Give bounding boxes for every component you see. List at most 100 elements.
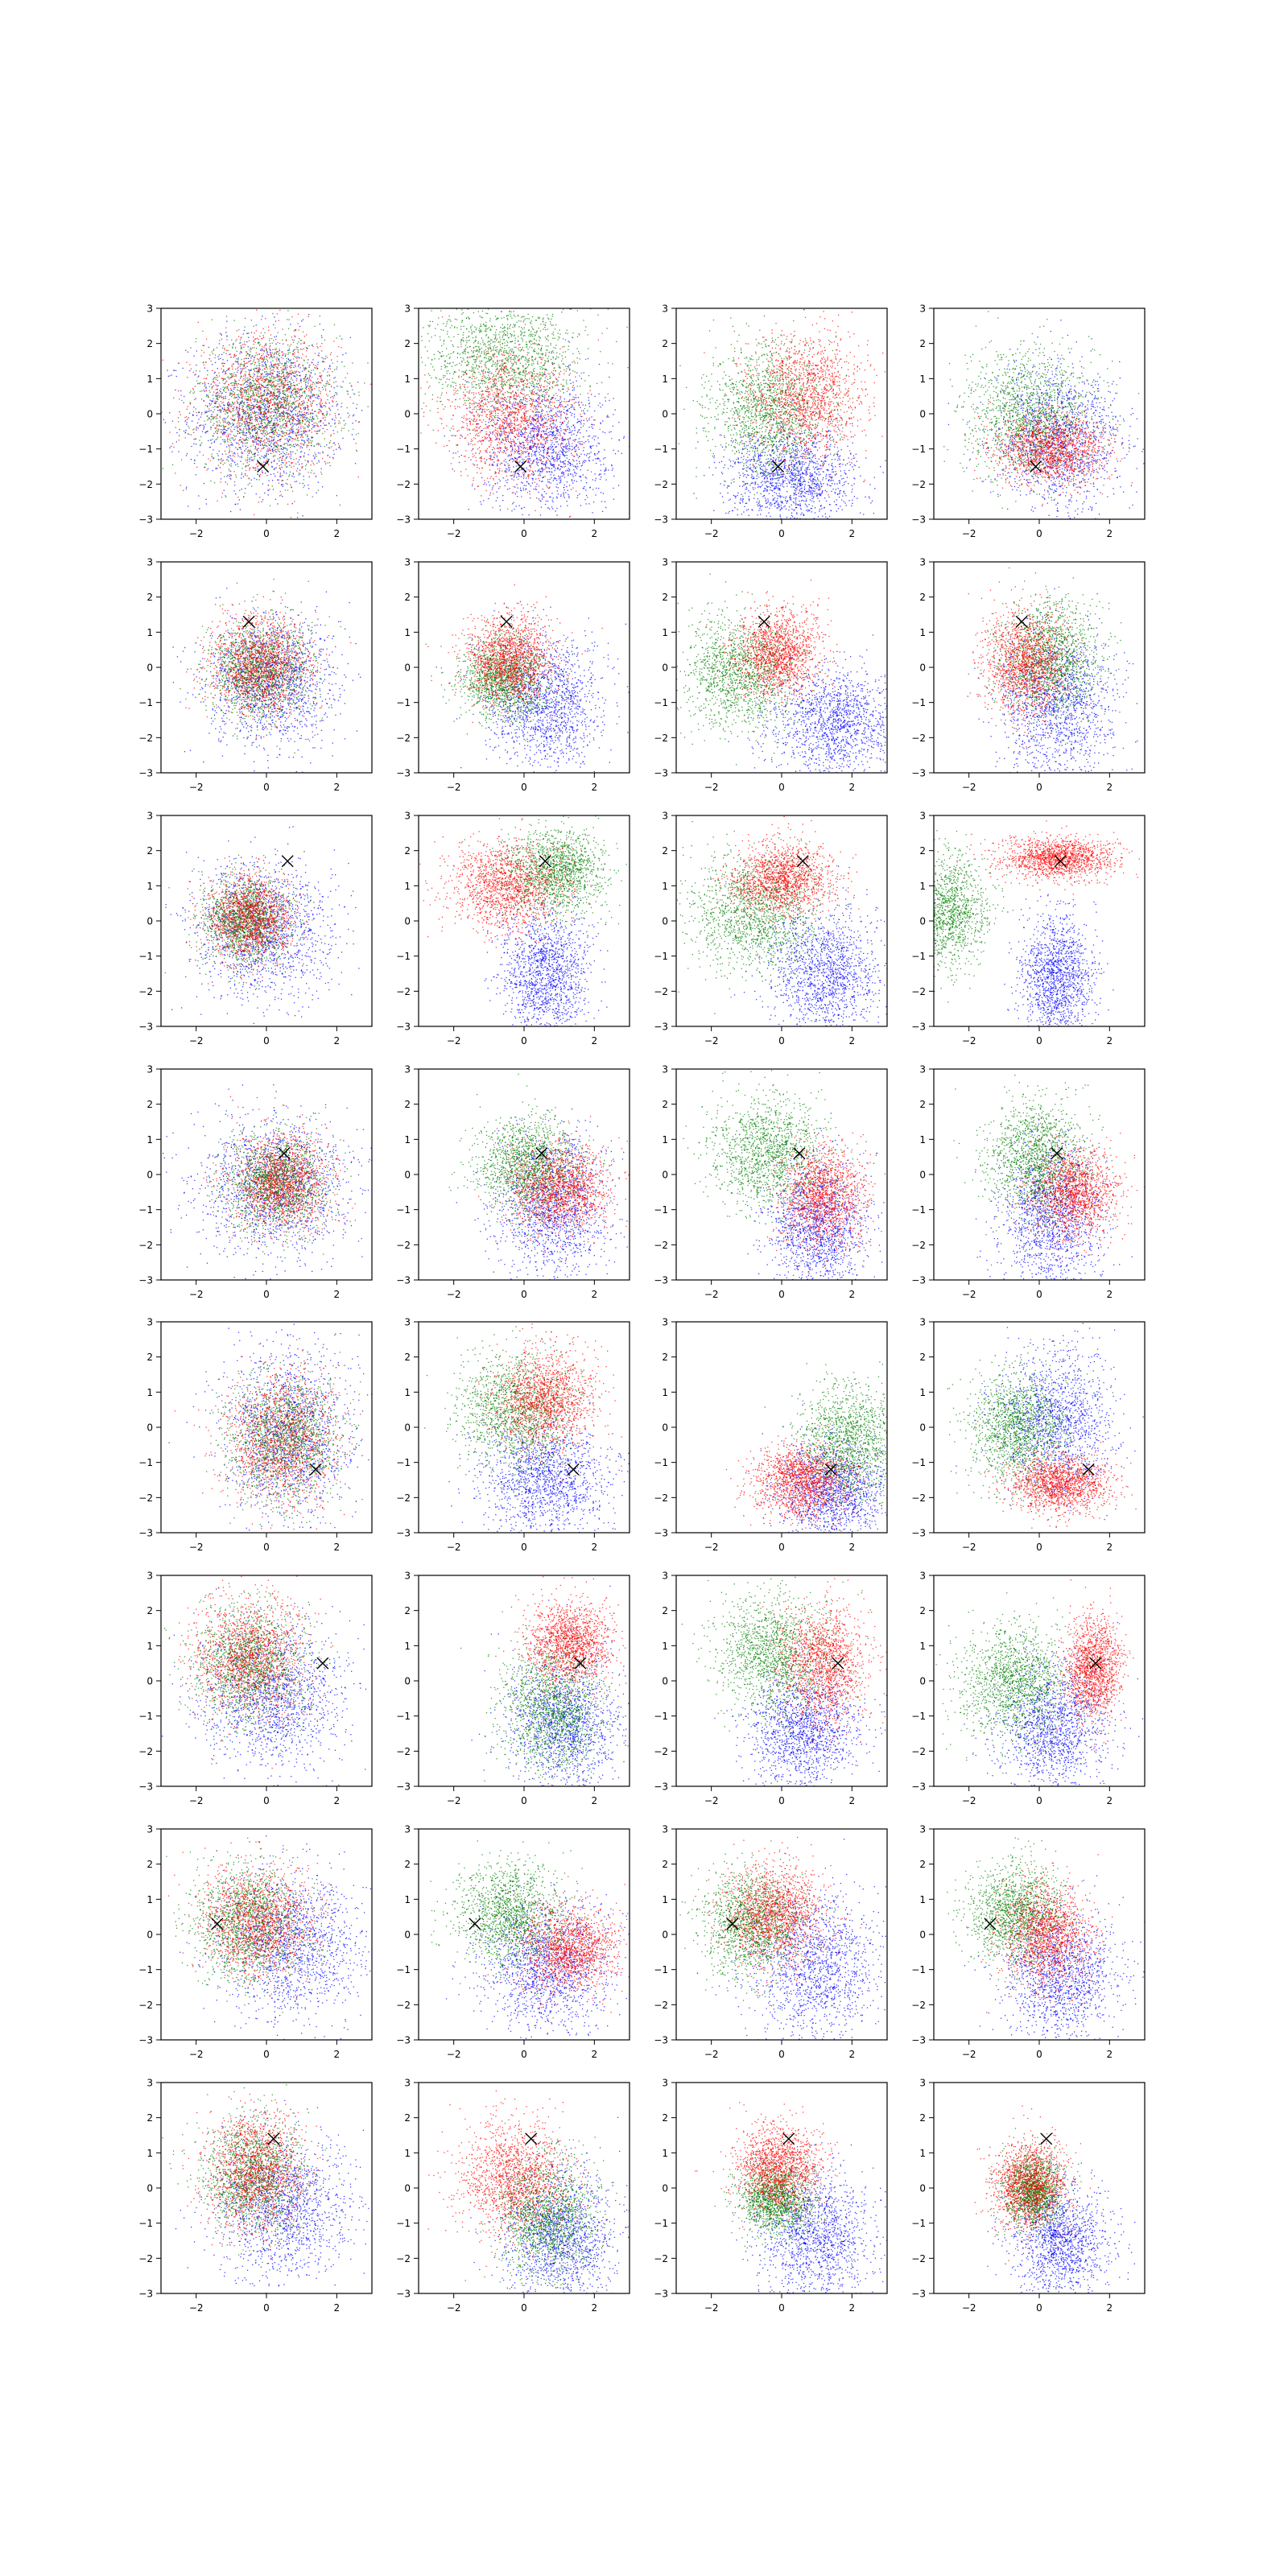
red-point bbox=[255, 384, 256, 385]
red-point bbox=[304, 412, 305, 413]
red-point bbox=[200, 424, 201, 425]
blue-point bbox=[196, 415, 197, 416]
green-point bbox=[320, 472, 321, 473]
green-series bbox=[161, 310, 369, 514]
red-point bbox=[203, 455, 204, 456]
red-point bbox=[303, 400, 304, 401]
blue-point bbox=[342, 438, 343, 439]
green-point bbox=[317, 418, 318, 419]
green-point bbox=[244, 421, 245, 422]
blue-point bbox=[552, 446, 553, 447]
blue-point bbox=[235, 447, 236, 448]
blue-point bbox=[512, 404, 513, 405]
green-point bbox=[265, 407, 266, 408]
green-point bbox=[214, 482, 215, 483]
green-point bbox=[234, 320, 235, 321]
green-point bbox=[322, 451, 323, 452]
green-point bbox=[226, 335, 227, 336]
green-point bbox=[196, 381, 197, 382]
green-point bbox=[216, 398, 217, 399]
blue-point bbox=[171, 374, 172, 375]
green-point bbox=[184, 432, 185, 433]
red-point bbox=[248, 429, 249, 430]
blue-point bbox=[227, 456, 228, 457]
red-point bbox=[218, 373, 219, 374]
blue-point bbox=[608, 469, 609, 470]
blue-point bbox=[534, 434, 535, 435]
red-point bbox=[254, 338, 255, 339]
blue-point bbox=[321, 399, 322, 400]
red-point bbox=[298, 430, 299, 431]
red-point bbox=[267, 403, 268, 404]
green-point bbox=[286, 398, 287, 399]
green-point bbox=[250, 446, 251, 447]
blue-point bbox=[540, 514, 541, 515]
red-point bbox=[303, 445, 304, 446]
red-point bbox=[267, 489, 268, 490]
green-point bbox=[285, 390, 286, 391]
blue-point bbox=[280, 476, 281, 477]
green-point bbox=[329, 380, 330, 381]
red-point bbox=[280, 406, 281, 407]
red-point bbox=[274, 385, 275, 386]
blue-point bbox=[348, 413, 349, 414]
blue-point bbox=[199, 508, 200, 509]
blue-point bbox=[531, 438, 532, 439]
blue-point bbox=[292, 503, 293, 504]
blue-point bbox=[536, 484, 537, 485]
red-point bbox=[169, 431, 170, 432]
blue-point bbox=[187, 422, 188, 423]
blue-point bbox=[589, 487, 590, 488]
blue-point bbox=[275, 408, 276, 409]
green-point bbox=[266, 376, 267, 377]
red-point bbox=[262, 386, 263, 387]
blue-point bbox=[542, 498, 543, 499]
green-point bbox=[290, 472, 291, 473]
blue-point bbox=[235, 493, 236, 494]
green-point bbox=[264, 417, 265, 418]
blue-point bbox=[557, 490, 558, 491]
red-point bbox=[216, 377, 217, 378]
green-point bbox=[217, 394, 218, 395]
green-point bbox=[258, 365, 259, 366]
red-point bbox=[268, 411, 269, 412]
blue-point bbox=[572, 482, 573, 483]
red-point bbox=[220, 481, 221, 482]
blue-point bbox=[568, 441, 569, 442]
blue-point bbox=[217, 385, 218, 386]
green-point bbox=[318, 489, 319, 490]
green-point bbox=[246, 358, 247, 359]
green-point bbox=[248, 396, 249, 397]
green-point bbox=[264, 418, 265, 419]
red-point bbox=[284, 385, 285, 386]
x-marker bbox=[258, 461, 269, 473]
red-point bbox=[351, 386, 352, 387]
blue-point bbox=[249, 459, 250, 460]
blue-point bbox=[263, 359, 264, 360]
green-point bbox=[294, 387, 295, 388]
blue-point bbox=[172, 421, 173, 422]
blue-point bbox=[547, 479, 548, 480]
blue-point bbox=[208, 347, 209, 348]
red-point bbox=[270, 436, 271, 437]
green-point bbox=[273, 450, 274, 451]
green-point bbox=[323, 389, 324, 390]
red-point bbox=[242, 368, 243, 369]
green-point bbox=[280, 446, 281, 447]
blue-point bbox=[490, 456, 491, 457]
green-point bbox=[190, 347, 191, 348]
green-point bbox=[305, 407, 306, 408]
red-point bbox=[350, 397, 351, 398]
blue-point bbox=[211, 384, 212, 385]
green-point bbox=[292, 423, 293, 424]
green-point bbox=[243, 378, 244, 379]
blue-point bbox=[289, 464, 290, 465]
blue-point bbox=[557, 437, 558, 438]
blue-point bbox=[549, 411, 550, 412]
red-point bbox=[232, 394, 233, 395]
blue-point bbox=[503, 440, 504, 441]
blue-point bbox=[301, 401, 302, 402]
blue-point bbox=[302, 371, 303, 372]
green-point bbox=[302, 388, 303, 389]
red-point bbox=[261, 400, 262, 401]
